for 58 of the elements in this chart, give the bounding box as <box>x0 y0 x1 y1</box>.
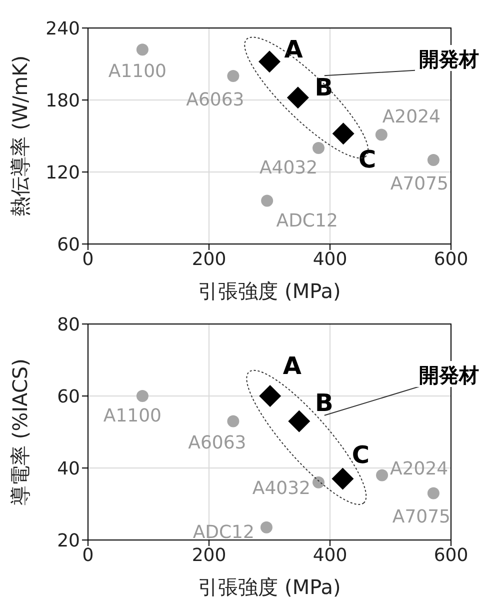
series-label: ADC12 <box>192 522 254 543</box>
x-tick-label: 200 <box>192 544 226 566</box>
series-label: A4032 <box>259 158 318 178</box>
y-tick-label: 40 <box>57 458 80 480</box>
point <box>136 390 148 402</box>
x-axis-title: 引張強度 (MPa) <box>198 575 341 599</box>
series-label: A4032 <box>252 478 311 499</box>
series-label: A6063 <box>188 432 246 454</box>
point <box>288 410 310 432</box>
series-label: B <box>314 74 334 102</box>
point <box>259 385 282 407</box>
point <box>376 469 388 482</box>
annotation: 開発材 <box>419 47 479 71</box>
point <box>258 50 280 73</box>
point <box>375 128 388 141</box>
y-tick-label: 180 <box>46 90 80 112</box>
y-tick-label: 60 <box>57 234 80 256</box>
series-label: A <box>284 36 304 64</box>
point <box>332 468 354 490</box>
series-label: A2024 <box>390 458 448 480</box>
series-label: C <box>358 146 376 174</box>
point <box>261 194 274 207</box>
y-tick-label: 60 <box>57 386 80 408</box>
x-axis-title: 引張強度 (MPa) <box>198 279 341 303</box>
x-tick-label: 400 <box>312 544 348 566</box>
x-tick-label: 600 <box>434 544 468 566</box>
series-label: A1100 <box>103 406 162 426</box>
x-tick-label: 0 <box>82 248 94 270</box>
series-label: C <box>352 440 370 469</box>
point <box>427 487 440 500</box>
series-label: A7075 <box>390 174 449 194</box>
y-axis-title: 導電率 (%IACS) <box>8 358 32 506</box>
y-tick-label: 20 <box>57 530 80 552</box>
x-tick-label: 600 <box>434 248 468 270</box>
point <box>332 122 354 145</box>
series-label: ADC12 <box>276 210 338 232</box>
y-axis-title: 熱伝導率 (W/mK) <box>8 55 32 217</box>
y-tick-label: 80 <box>57 314 80 336</box>
series-label: A <box>282 352 302 380</box>
x-tick-label: 200 <box>192 248 226 270</box>
point <box>227 415 240 428</box>
y-tick-label: 240 <box>46 18 80 40</box>
y-tick-label: 120 <box>46 162 80 184</box>
point <box>312 142 325 154</box>
point <box>286 86 309 109</box>
annotation: 開発材 <box>419 363 479 387</box>
point <box>227 70 240 82</box>
series-label: A7075 <box>392 506 451 528</box>
point <box>260 521 272 534</box>
x-tick-label: 0 <box>82 544 94 566</box>
series-label: B <box>314 389 334 418</box>
point <box>136 44 148 56</box>
series-label: A1100 <box>108 61 167 82</box>
x-tick-label: 400 <box>312 248 348 270</box>
point <box>427 154 440 166</box>
series-label: A6063 <box>186 90 244 110</box>
point <box>312 476 325 488</box>
series-label: A2024 <box>382 106 440 128</box>
